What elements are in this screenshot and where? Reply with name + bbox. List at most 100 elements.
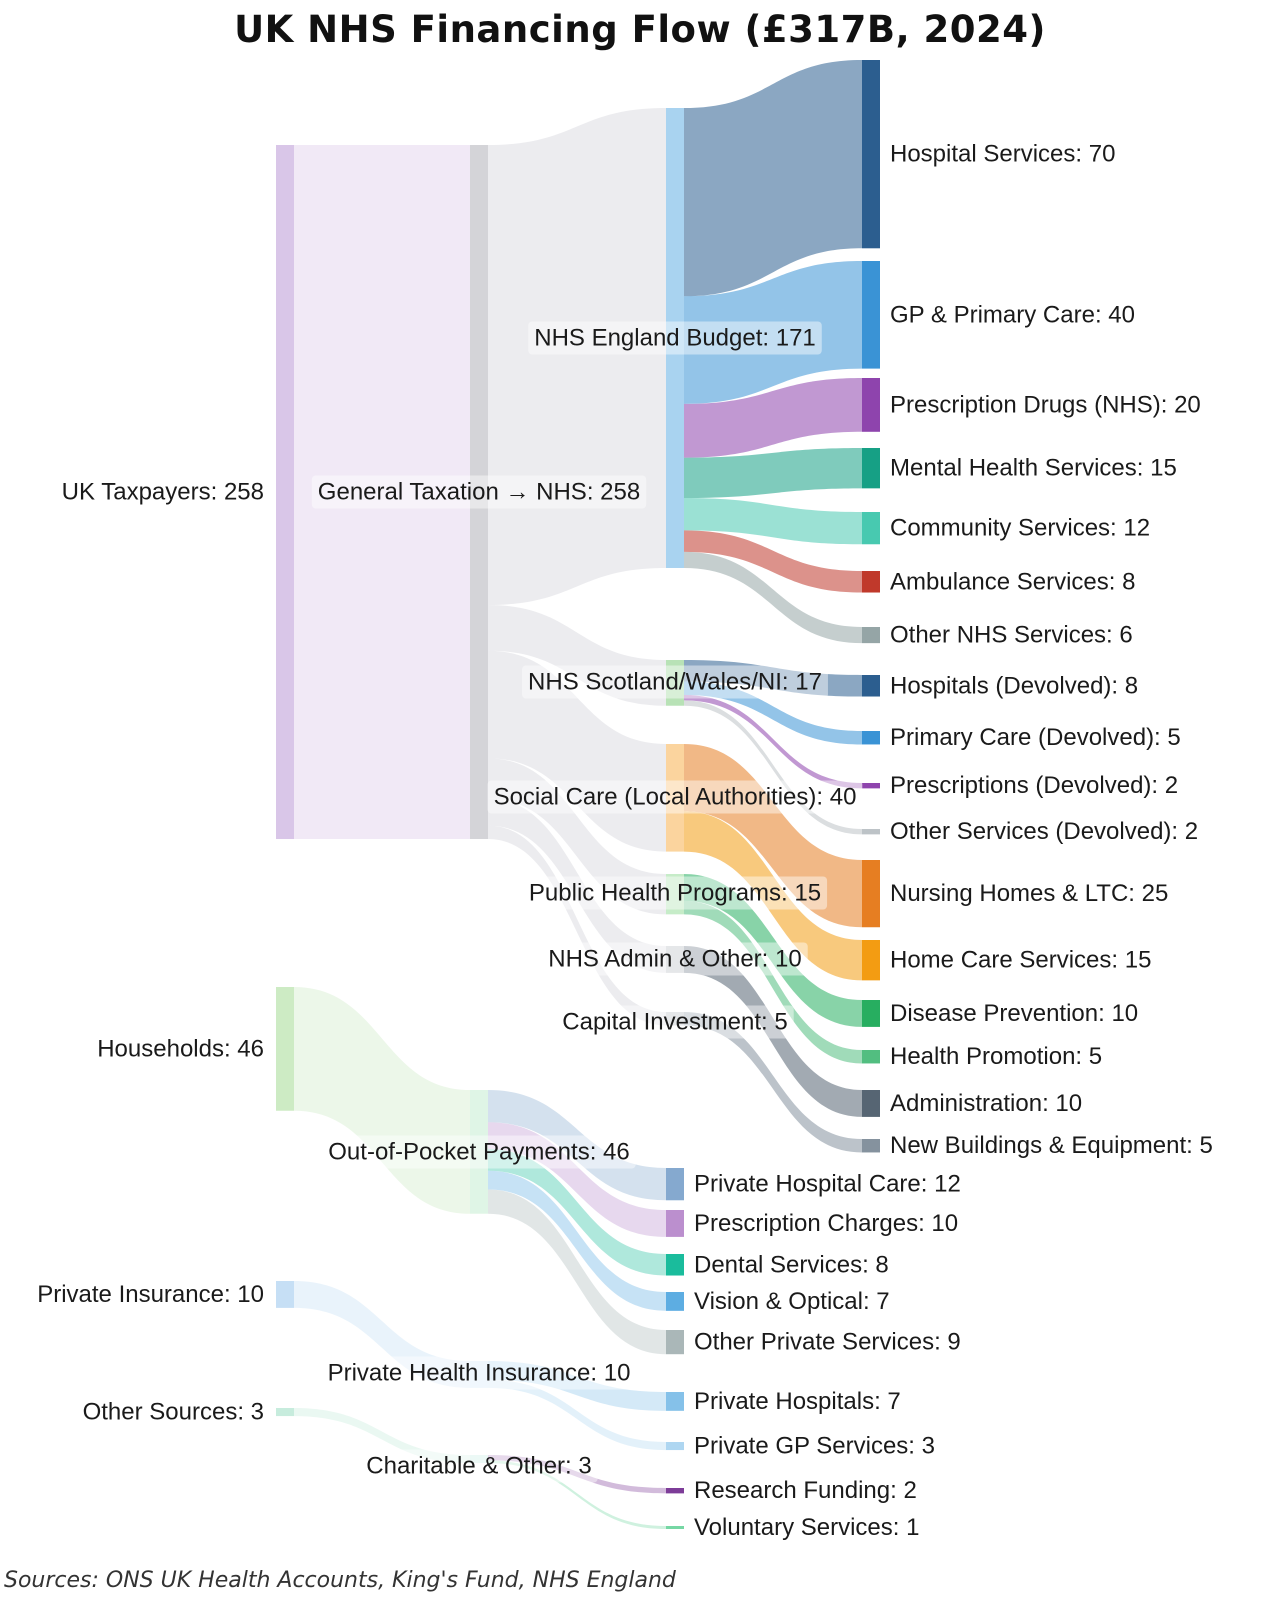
label-rxdev: Prescriptions (Devolved): 2 <box>890 772 1178 799</box>
link-gentax-to-social <box>488 650 666 852</box>
link-nhse-to-gp <box>684 261 862 404</box>
label-backdrop <box>542 942 808 976</box>
node-research[interactable] <box>666 1488 684 1494</box>
label-rx: Prescription Drugs (NHS): 20 <box>890 391 1201 418</box>
label-households: Households: 46 <box>97 1035 264 1062</box>
node-insurance[interactable] <box>276 1281 294 1308</box>
node-voluntary[interactable] <box>666 1526 684 1529</box>
label-backdrop <box>556 1005 794 1039</box>
link-oop-to-dental <box>488 1149 666 1276</box>
label-pcdev: Primary Care (Devolved): 5 <box>890 724 1181 751</box>
node-othernhs[interactable] <box>862 627 880 644</box>
node-social[interactable] <box>666 744 684 852</box>
node-privhosp[interactable] <box>666 1168 684 1201</box>
source-note: Sources: ONS UK Health Accounts, King's … <box>4 1568 676 1593</box>
node-homecare[interactable] <box>862 940 880 981</box>
node-privhospitals[interactable] <box>666 1392 684 1411</box>
link-pubhealth-to-promo <box>684 900 862 1064</box>
node-vision[interactable] <box>666 1292 684 1311</box>
label-disease: Disease Prevention: 10 <box>890 1000 1138 1027</box>
link-capital-to-buildings <box>684 1012 862 1153</box>
label-pubhealth: Public Health Programs: 15 <box>529 880 821 907</box>
link-gentax-to-capital <box>488 825 666 1026</box>
label-privgp: Private GP Services: 3 <box>694 1433 935 1460</box>
node-othdev[interactable] <box>862 829 880 835</box>
link-nhse-to-othernhs <box>684 551 862 644</box>
chart-title: UK NHS Financing Flow (£317B, 2024) <box>234 8 1046 51</box>
label-buildings: New Buildings & Equipment: 5 <box>890 1132 1213 1159</box>
node-pubhealth[interactable] <box>666 874 684 915</box>
node-buildings[interactable] <box>862 1139 880 1153</box>
node-households[interactable] <box>276 987 294 1111</box>
label-backdrop <box>528 321 822 355</box>
link-nhse-to-mental <box>684 448 862 499</box>
node-privgp[interactable] <box>666 1442 684 1451</box>
sankey-nodes <box>276 60 880 1529</box>
link-insurance-to-phi <box>294 1281 470 1388</box>
node-hospdev[interactable] <box>862 675 880 697</box>
node-otherpriv[interactable] <box>666 1330 684 1355</box>
node-community[interactable] <box>862 512 880 545</box>
link-nhse-to-community <box>684 498 862 545</box>
label-privhospitals: Private Hospitals: 7 <box>694 1388 901 1415</box>
link-othersrc-to-charity <box>294 1408 470 1464</box>
link-oop-to-rxcharges <box>488 1122 666 1237</box>
node-promo[interactable] <box>862 1050 880 1064</box>
node-swn[interactable] <box>666 660 684 706</box>
label-nhse: NHS England Budget: 171 <box>534 325 816 352</box>
link-gentax-to-swn <box>488 604 666 706</box>
link-phi-to-privhospitals <box>488 1361 666 1411</box>
label-backdrop <box>522 876 828 910</box>
label-capital: Capital Investment: 5 <box>562 1009 787 1036</box>
label-backdrop <box>321 1356 637 1390</box>
label-othersrc: Other Sources: 3 <box>83 1399 264 1426</box>
node-ambulance[interactable] <box>862 571 880 593</box>
node-disease[interactable] <box>862 1000 880 1027</box>
node-nhse[interactable] <box>666 108 684 568</box>
link-charity-to-voluntary <box>488 1460 666 1529</box>
node-rxdev[interactable] <box>862 783 880 789</box>
node-mental[interactable] <box>862 448 880 489</box>
label-othernhs: Other NHS Services: 6 <box>890 622 1133 649</box>
link-oop-to-otherpriv <box>488 1189 666 1355</box>
link-social-to-homecare <box>684 811 862 981</box>
label-hosp: Hospital Services: 70 <box>890 141 1115 168</box>
node-gentax[interactable] <box>470 145 488 840</box>
node-charity[interactable] <box>470 1455 488 1464</box>
node-rxcharges[interactable] <box>666 1210 684 1237</box>
link-nhse-to-rx <box>684 378 862 458</box>
node-administration[interactable] <box>862 1090 880 1117</box>
label-administration: Administration: 10 <box>890 1090 1082 1117</box>
node-taxpayers[interactable] <box>276 145 294 840</box>
label-privhosp: Private Hospital Care: 12 <box>694 1171 961 1198</box>
link-gentax-to-pubhealth <box>488 758 666 915</box>
link-households-to-oop <box>294 987 470 1214</box>
node-rx[interactable] <box>862 378 880 432</box>
link-swn-to-othdev <box>684 700 862 835</box>
node-dental[interactable] <box>666 1254 684 1276</box>
label-othdev: Other Services (Devolved): 2 <box>890 818 1198 845</box>
label-mental: Mental Health Services: 15 <box>890 455 1177 482</box>
node-nursing[interactable] <box>862 860 880 928</box>
link-swn-to-rxdev <box>684 694 862 789</box>
label-phi: Private Health Insurance: 10 <box>328 1360 631 1387</box>
link-social-to-nursing <box>684 744 862 928</box>
label-backdrop <box>487 780 863 814</box>
label-gp: GP & Primary Care: 40 <box>890 301 1135 328</box>
link-nhse-to-hosp <box>684 60 862 297</box>
node-capital[interactable] <box>666 1012 684 1026</box>
label-backdrop <box>311 475 647 509</box>
node-pcdev[interactable] <box>862 731 880 745</box>
link-oop-to-vision <box>488 1170 666 1311</box>
node-phi[interactable] <box>470 1361 488 1388</box>
node-oop[interactable] <box>470 1090 488 1214</box>
node-othersrc[interactable] <box>276 1408 294 1417</box>
node-gp[interactable] <box>862 261 880 369</box>
link-swn-to-hospdev <box>684 660 862 697</box>
label-rxcharges: Prescription Charges: 10 <box>694 1210 958 1237</box>
node-admin[interactable] <box>666 946 684 973</box>
node-hosp[interactable] <box>862 60 880 249</box>
label-gentax: General Taxation → NHS: 258 <box>318 479 640 506</box>
label-social: Social Care (Local Authorities): 40 <box>494 784 857 811</box>
